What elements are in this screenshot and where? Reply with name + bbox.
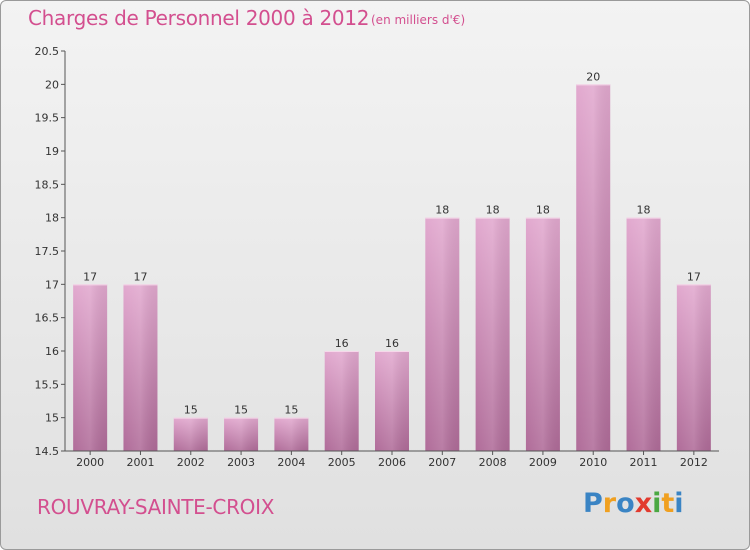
bar-sheen [123,284,158,451]
bars: 17 17 15 15 15 16 16 18 18 18 20 18 17 [73,70,711,451]
logo-letter: i [674,488,684,519]
commune-name: ROUVRAY-SAINTE-CROIX [37,495,275,519]
x-tick-label: 2002 [177,456,205,469]
x-tick-label: 2000 [76,456,104,469]
y-tick-label: 14.5 [35,445,60,458]
bar-sheen [425,217,460,451]
y-tick-label: 19.5 [35,112,60,125]
bar-sheen [274,417,309,451]
y-axis: 14.5 15 15.5 16 16.5 17 17.5 18 18.5 19 19.5 20 20.5 [35,45,66,458]
bar-sheen [173,417,208,451]
data-label: 17 [687,270,701,283]
x-tick-label: 2006 [378,456,406,469]
x-tick-label: 2004 [277,456,305,469]
data-label: 20 [586,70,600,83]
bar-sheen [73,284,108,451]
logo-letter: i [652,488,662,519]
bar-sheen [525,217,560,451]
y-tick-label: 19 [45,145,59,158]
bar-sheen [576,84,611,451]
x-tick-label: 2003 [227,456,255,469]
bar-sheen [224,417,259,451]
bar-sheen [375,351,409,451]
data-label: 18 [637,204,651,217]
data-label: 16 [335,337,349,350]
data-label: 18 [536,204,550,217]
bar-sheen [324,351,359,451]
logo-letter: r [602,488,617,519]
x-tick-label: 2011 [630,456,658,469]
x-tick-label: 2008 [479,456,507,469]
logo-letter: x [634,488,653,519]
x-tick-label: 2010 [579,456,607,469]
data-label: 15 [284,404,298,417]
x-tick-label: 2007 [428,456,456,469]
y-tick-label: 16 [45,345,59,358]
data-label: 15 [184,404,198,417]
x-tick-label: 2009 [529,456,557,469]
x-axis: 2000 2001 2002 2003 2004 2005 2006 2007 2008 2009… [65,450,719,469]
proxiti-logo[interactable]: Proxiti [583,488,684,519]
bar-sheen [626,217,661,451]
data-label: 16 [385,337,399,350]
x-tick-label: 2001 [126,456,154,469]
y-tick-label: 18 [45,212,59,225]
chart-title: Charges de Personnel 2000 à 2012 [28,6,370,30]
bar-sheen [676,284,711,451]
x-tick-label: 2005 [328,456,356,469]
bar-sheen [475,217,510,451]
data-label: 18 [435,204,449,217]
x-tick-label: 2012 [680,456,708,469]
data-label: 17 [133,270,147,283]
y-tick-label: 16.5 [35,312,60,325]
data-label: 15 [234,404,248,417]
y-tick-label: 17 [45,278,59,291]
y-tick-label: 18.5 [35,178,60,191]
y-tick-label: 15 [45,412,59,425]
logo-letter: t [661,488,675,519]
data-label: 18 [486,204,500,217]
logo-letter: P [583,488,603,519]
y-tick-label: 20 [45,78,59,91]
chart-subtitle: (en milliers d'€) [371,13,466,27]
y-tick-label: 17.5 [35,245,60,258]
data-label: 17 [83,270,97,283]
y-tick-label: 20.5 [35,45,60,58]
y-tick-label: 15.5 [35,378,60,391]
logo-letter: o [616,488,635,519]
